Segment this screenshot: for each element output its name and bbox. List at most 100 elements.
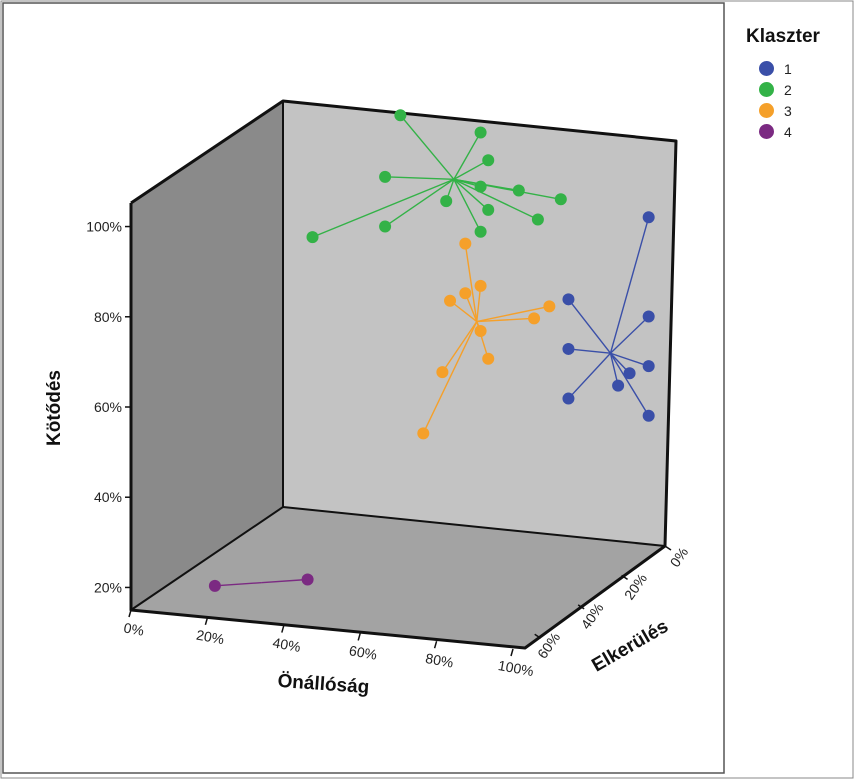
cluster-1-line-1 — [567, 298, 612, 354]
cluster-2-line-6 — [453, 178, 561, 200]
cluster-1-line-0 — [609, 217, 650, 354]
cluster-1-point-7 — [562, 392, 575, 405]
x-tick-mark — [510, 648, 514, 657]
legend-label-4: 4 — [784, 123, 792, 140]
cluster-1-point-4 — [642, 360, 655, 373]
cluster-3-point-4 — [543, 300, 556, 313]
cluster-2-line-9 — [453, 178, 539, 221]
z-tick-mark — [534, 633, 542, 639]
legend-item-3: 3 — [746, 100, 846, 121]
cluster-2-point-0 — [394, 109, 407, 122]
legend-title: Klaszter — [746, 26, 820, 47]
cluster-3-point-3 — [444, 294, 457, 307]
y-tick-label: 60% — [94, 399, 122, 415]
legend-item-2: 2 — [746, 79, 846, 100]
x-tick-label: 60% — [348, 642, 378, 663]
back-wall — [283, 101, 676, 546]
cluster-1-line-3 — [568, 348, 611, 354]
cluster-4-line-0 — [214, 581, 262, 587]
z-tick-mark — [577, 604, 585, 610]
cluster-2-point-10 — [474, 225, 487, 238]
x-tick-label: 40% — [271, 634, 301, 655]
cluster-1-line-2 — [609, 316, 650, 354]
cluster-1-point-6 — [612, 379, 625, 392]
cluster-1-line-8 — [609, 352, 650, 417]
x-tick-mark — [128, 609, 132, 618]
ticks-layer: 20%40%60%80%100%0% 20% 40% 60% 80% 100%0%20%4… — [86, 219, 691, 680]
cluster-3-line-9 — [422, 321, 478, 434]
cluster-2-point-9 — [531, 213, 544, 226]
legend-item-1: 1 — [746, 58, 846, 79]
cluster-1-point-1 — [562, 293, 575, 306]
cluster-1-point-2 — [642, 310, 655, 323]
cluster-2-line-8 — [453, 178, 489, 211]
z-tick-mark — [664, 545, 672, 551]
x-tick-label: 20% — [195, 627, 225, 648]
cluster-2-line-10 — [453, 179, 482, 233]
legend-label-2: 2 — [784, 81, 792, 98]
cluster-1-point-0 — [642, 211, 655, 224]
cluster-2-line-1 — [453, 132, 482, 180]
legend: Klaszter 1 2 3 4 — [746, 26, 846, 142]
box-floor-back-edge — [282, 506, 666, 547]
cluster-3-point-5 — [528, 312, 541, 325]
cluster-2-line-11 — [384, 178, 455, 228]
legend-label-3: 3 — [784, 102, 792, 119]
cluster-3-line-5 — [476, 317, 535, 323]
legend-swatch-2 — [759, 82, 774, 97]
z-tick-mark — [621, 574, 628, 581]
left-wall — [131, 101, 283, 610]
x-tick-label: 0% — [123, 619, 146, 638]
cluster-2-point-4 — [474, 180, 487, 193]
cluster-2-point-2 — [482, 154, 495, 167]
cluster-4-line-1 — [261, 578, 308, 584]
cluster-2-point-6 — [554, 193, 567, 206]
y-tick-label: 80% — [94, 309, 122, 325]
y-tick-label: 100% — [86, 219, 122, 235]
box-floor-left-edge — [130, 506, 284, 611]
cluster-3-point-8 — [436, 366, 449, 379]
cluster-3-line-4 — [476, 305, 550, 323]
cluster-1-line-4 — [610, 352, 649, 367]
cluster-3-point-9 — [417, 427, 430, 440]
legend-item-4: 4 — [746, 121, 846, 142]
cluster-3-line-8 — [441, 321, 478, 373]
legend-swatch-1 — [759, 61, 774, 76]
y-axis-title: Kötődés — [44, 370, 65, 446]
floor — [131, 507, 665, 648]
cluster-1-point-3 — [562, 342, 575, 355]
x-tick-label: 100% — [497, 657, 535, 679]
cluster-4-point-0 — [208, 579, 221, 592]
cluster-2-line-12 — [312, 178, 455, 238]
cluster-1-line-7 — [567, 352, 611, 400]
cluster-3-point-1 — [474, 279, 487, 292]
cluster-3-line-0 — [464, 243, 478, 322]
cluster-4-point-1 — [301, 573, 314, 586]
x-tick-mark — [433, 640, 438, 649]
legend-swatch-3 — [759, 103, 774, 118]
cluster-3-point-7 — [482, 352, 495, 365]
cluster-1-point-5 — [623, 367, 636, 380]
y-tick-label: 20% — [94, 579, 122, 595]
points-layer — [208, 109, 655, 592]
cluster-2-point-7 — [440, 195, 453, 208]
x-tick-label: 80% — [424, 650, 454, 671]
cluster-2-point-8 — [482, 203, 495, 216]
cluster-2-line-3 — [385, 176, 454, 181]
cluster-2-point-5 — [512, 184, 525, 197]
x-tick-mark — [281, 625, 285, 633]
cluster-3-point-6 — [474, 324, 487, 337]
cluster-2-point-12 — [306, 231, 319, 244]
y-tick-label: 40% — [94, 489, 122, 505]
cluster-2-point-1 — [474, 126, 487, 139]
cluster-2-line-0 — [399, 114, 455, 180]
cluster-2-point-11 — [379, 220, 392, 233]
cluster-3-point-2 — [459, 287, 472, 300]
x-tick-mark — [204, 617, 209, 626]
cluster-1-point-8 — [642, 409, 655, 422]
cluster-3-point-0 — [459, 237, 472, 250]
legend-swatch-4 — [759, 124, 774, 139]
